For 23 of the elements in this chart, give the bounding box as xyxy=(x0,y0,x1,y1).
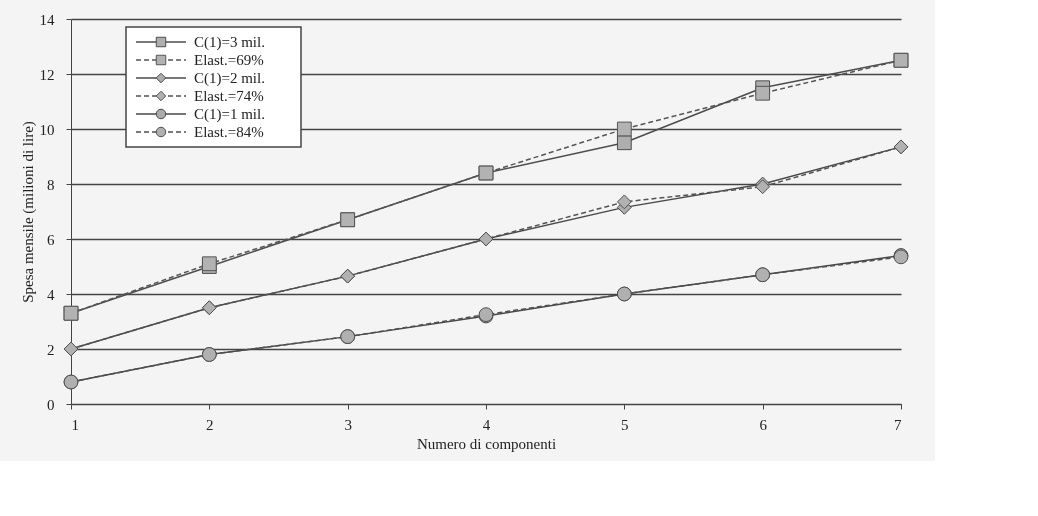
legend-label: Elast.=84% xyxy=(194,124,264,140)
legend-label: C(1)=3 mil. xyxy=(194,34,265,51)
x-tick-label: 4 xyxy=(482,416,491,433)
y-axis-title: Spesa mensile (milioni di lire) xyxy=(19,121,37,303)
y-tick-label: 2 xyxy=(47,341,55,358)
legend-label: Elast.=69% xyxy=(194,52,264,68)
x-tick-label: 7 xyxy=(894,416,902,433)
x-tick-label: 6 xyxy=(759,416,768,433)
y-tick-label: 6 xyxy=(47,231,55,248)
y-tick-label: 4 xyxy=(47,286,55,303)
y-tick-label: 14 xyxy=(39,11,55,28)
x-axis-title: Numero di componenti xyxy=(416,435,557,452)
y-tick-label: 12 xyxy=(39,66,55,83)
y-tick-label: 10 xyxy=(39,121,55,138)
x-tick-label: 3 xyxy=(344,416,352,433)
legend-label: Elast.=74% xyxy=(194,88,264,104)
legend-label: C(1)=1 mil. xyxy=(194,106,265,123)
legend-label: C(1)=2 mil. xyxy=(194,70,265,87)
x-tick-label: 5 xyxy=(621,416,629,433)
x-tick-label: 2 xyxy=(206,416,214,433)
x-tick-label: 1 xyxy=(71,416,79,433)
y-tick-label: 8 xyxy=(47,176,55,193)
y-tick-label: 0 xyxy=(47,396,55,413)
